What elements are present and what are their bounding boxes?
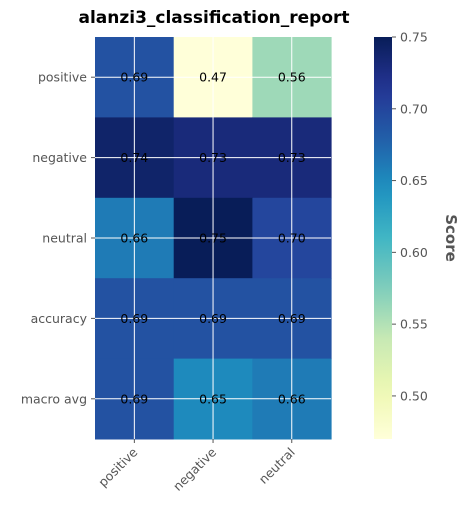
x-tick-label: neutral <box>256 445 298 487</box>
cell-value-label: 0.69 <box>278 311 306 326</box>
cell-value-label: 0.66 <box>120 231 148 246</box>
cell-value-label: 0.74 <box>120 150 148 165</box>
x-tick-label: negative <box>170 444 219 493</box>
y-tick-label: negative <box>32 150 87 165</box>
cell-value-label: 0.69 <box>199 311 227 326</box>
colorbar-tick-label: 0.70 <box>400 101 428 116</box>
colorbar-label: Score <box>442 214 460 262</box>
colorbar-tick-label: 0.65 <box>400 173 428 188</box>
colorbar-tick-label: 0.75 <box>400 30 428 45</box>
cell-value-label: 0.69 <box>120 70 148 85</box>
cell-value-label: 0.75 <box>199 231 227 246</box>
y-tick-label: accuracy <box>31 311 88 326</box>
colorbar-tick-label: 0.50 <box>400 388 428 403</box>
cell-value-label: 0.69 <box>120 391 148 406</box>
chart-title: alanzi3_classification_report <box>78 8 350 28</box>
colorbar <box>374 37 392 439</box>
cell-value-label: 0.47 <box>199 70 227 85</box>
colorbar-tick-label: 0.60 <box>400 245 428 260</box>
cell-value-label: 0.70 <box>278 231 306 246</box>
cell-value-label: 0.73 <box>199 150 227 165</box>
cell-value-label: 0.69 <box>120 311 148 326</box>
cell-value-label: 0.66 <box>278 391 306 406</box>
x-tick-label: positive <box>95 444 140 489</box>
colorbar-tick-label: 0.55 <box>400 317 428 332</box>
y-tick-label: neutral <box>42 231 87 246</box>
cell-value-label: 0.65 <box>199 391 227 406</box>
y-tick-label: macro avg <box>21 391 87 406</box>
y-tick-label: positive <box>38 70 87 85</box>
cell-value-label: 0.56 <box>278 70 306 85</box>
cell-value-label: 0.73 <box>278 150 306 165</box>
